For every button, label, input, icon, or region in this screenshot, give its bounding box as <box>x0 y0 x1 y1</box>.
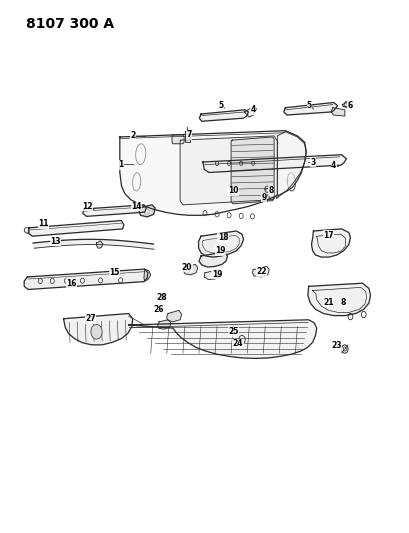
Text: 9: 9 <box>261 193 266 202</box>
Text: 17: 17 <box>323 231 333 240</box>
Polygon shape <box>202 155 346 173</box>
Text: 8107 300 A: 8107 300 A <box>26 17 114 31</box>
Polygon shape <box>83 205 146 216</box>
Text: 15: 15 <box>109 268 119 277</box>
Polygon shape <box>180 136 276 205</box>
Text: 5: 5 <box>306 101 311 110</box>
Text: 27: 27 <box>85 314 96 323</box>
Text: 21: 21 <box>323 297 333 306</box>
Polygon shape <box>198 231 243 257</box>
Text: 10: 10 <box>227 186 238 195</box>
Polygon shape <box>24 269 148 289</box>
Text: 16: 16 <box>66 279 76 288</box>
Text: 12: 12 <box>82 202 93 211</box>
Polygon shape <box>330 108 344 116</box>
Polygon shape <box>28 221 124 236</box>
Text: 8: 8 <box>340 297 346 306</box>
Polygon shape <box>172 135 184 144</box>
Polygon shape <box>183 264 197 275</box>
Polygon shape <box>204 270 220 280</box>
Text: 20: 20 <box>181 263 192 272</box>
Polygon shape <box>157 320 171 329</box>
Polygon shape <box>342 101 350 107</box>
Text: 4: 4 <box>330 161 335 170</box>
Polygon shape <box>184 131 189 142</box>
Text: 5: 5 <box>218 101 223 110</box>
Polygon shape <box>199 110 248 122</box>
Polygon shape <box>198 252 227 267</box>
Polygon shape <box>96 241 103 248</box>
Polygon shape <box>139 205 155 217</box>
Text: 8: 8 <box>268 186 273 195</box>
Polygon shape <box>144 269 151 281</box>
Text: 26: 26 <box>153 305 164 314</box>
Polygon shape <box>128 320 316 358</box>
Text: 1: 1 <box>118 160 123 169</box>
Text: 6: 6 <box>346 101 351 110</box>
Text: 22: 22 <box>255 267 266 276</box>
Polygon shape <box>33 239 154 249</box>
Polygon shape <box>276 132 306 199</box>
Text: 7: 7 <box>186 131 191 139</box>
Text: 18: 18 <box>217 233 228 243</box>
Polygon shape <box>311 229 350 257</box>
Text: 11: 11 <box>38 219 49 228</box>
Polygon shape <box>166 310 181 322</box>
Text: 14: 14 <box>131 202 142 211</box>
Polygon shape <box>63 313 133 345</box>
Text: 24: 24 <box>232 340 243 348</box>
Polygon shape <box>231 137 274 204</box>
Text: 3: 3 <box>310 158 315 166</box>
Text: 19: 19 <box>214 246 225 255</box>
Polygon shape <box>283 102 337 115</box>
Text: 13: 13 <box>50 237 61 246</box>
Text: 19: 19 <box>211 270 222 279</box>
Polygon shape <box>307 283 370 316</box>
Text: 23: 23 <box>331 342 341 350</box>
Polygon shape <box>119 131 306 215</box>
Text: 25: 25 <box>228 327 238 336</box>
Polygon shape <box>252 266 269 277</box>
Text: 2: 2 <box>130 132 135 140</box>
Text: 28: 28 <box>156 293 166 302</box>
Polygon shape <box>244 107 256 117</box>
Text: 4: 4 <box>250 106 255 114</box>
Circle shape <box>91 325 102 339</box>
